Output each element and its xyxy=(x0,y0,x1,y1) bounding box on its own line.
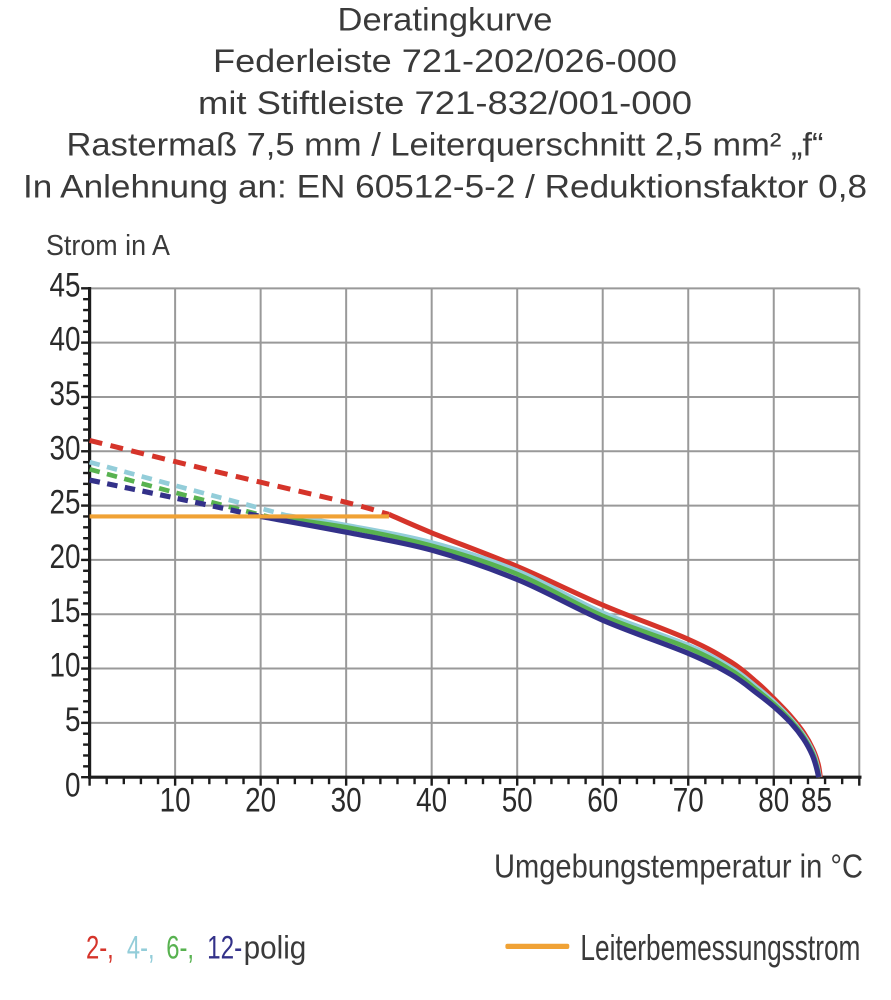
legend: 2-, 4-, 6-, 12- polig Leiterbemessungsst… xyxy=(86,927,860,968)
legend-4pole-label: 4-, xyxy=(127,930,155,966)
curve-2-polig-dashed xyxy=(88,437,390,517)
y-tick-labels: 0 5 10 15 20 25 30 35 40 45 xyxy=(50,266,81,804)
y-tick-label: 30 xyxy=(50,429,81,467)
rated-current-swatch xyxy=(505,943,570,949)
axes xyxy=(87,287,862,779)
y-tick-label: 5 xyxy=(65,701,81,739)
y-tick-label: 10 xyxy=(50,647,81,685)
legend-2pole-label: 2-, xyxy=(86,930,114,966)
x-tick-label: 50 xyxy=(502,782,533,820)
y-tick-label: 20 xyxy=(50,538,81,576)
x-axis-title: Umgebungstemperatur in °C xyxy=(494,848,863,885)
y-axis-title: Strom in A xyxy=(46,230,171,262)
curve-12-polig-dashed xyxy=(89,477,262,520)
y-tick-label: 25 xyxy=(50,484,81,522)
curve-12-polig-solid xyxy=(260,513,822,778)
curve-4-polig-solid xyxy=(285,513,822,778)
chart-title-block: Deratingkurve Federleiste 721-202/026-00… xyxy=(23,2,867,205)
axis-ticks xyxy=(81,287,861,786)
y-tick-label: 15 xyxy=(50,592,81,630)
x-tick-label: 80 xyxy=(758,782,789,820)
x-tick-labels: 10 20 30 40 50 60 70 80 85 xyxy=(160,782,832,820)
curve-4-polig-dashed xyxy=(88,459,287,518)
x-tick-label: 70 xyxy=(673,782,704,820)
y-tick-label: 35 xyxy=(50,375,81,413)
legend-polig-label: polig xyxy=(244,930,307,966)
gridlines xyxy=(89,287,861,778)
title-line-4: Rastermaß 7,5 mm / Leiterquerschnitt 2,5… xyxy=(67,127,824,163)
title-line-2: Federleiste 721-202/026-000 xyxy=(213,43,677,79)
x-tick-label: 30 xyxy=(331,782,362,820)
legend-6pole-label: 6-, xyxy=(166,930,194,966)
legend-poles: 2-, 4-, 6-, 12- polig xyxy=(86,930,306,966)
y-tick-label: 40 xyxy=(50,321,81,359)
curves xyxy=(88,437,823,778)
y-tick-label: 45 xyxy=(50,266,81,304)
x-tick-label: 20 xyxy=(245,782,276,820)
legend-rated-current: Leiterbemessungsstrom xyxy=(505,927,860,968)
x-tick-label: 60 xyxy=(587,782,618,820)
curve-6-polig-solid xyxy=(273,514,822,778)
rated-current-label: Leiterbemessungsstrom xyxy=(580,927,860,968)
title-line-1: Deratingkurve xyxy=(338,2,553,38)
x-tick-label: 10 xyxy=(160,782,191,820)
legend-12pole-label: 12- xyxy=(207,930,242,966)
x-tick-label: 85 xyxy=(801,782,832,820)
title-line-3: mit Stiftleiste 721-832/001-000 xyxy=(198,85,692,121)
x-tick-label: 40 xyxy=(416,782,447,820)
y-tick-label: 0 xyxy=(65,767,81,805)
title-line-5: In Anlehnung an: EN 60512-5-2 / Reduktio… xyxy=(23,168,867,204)
